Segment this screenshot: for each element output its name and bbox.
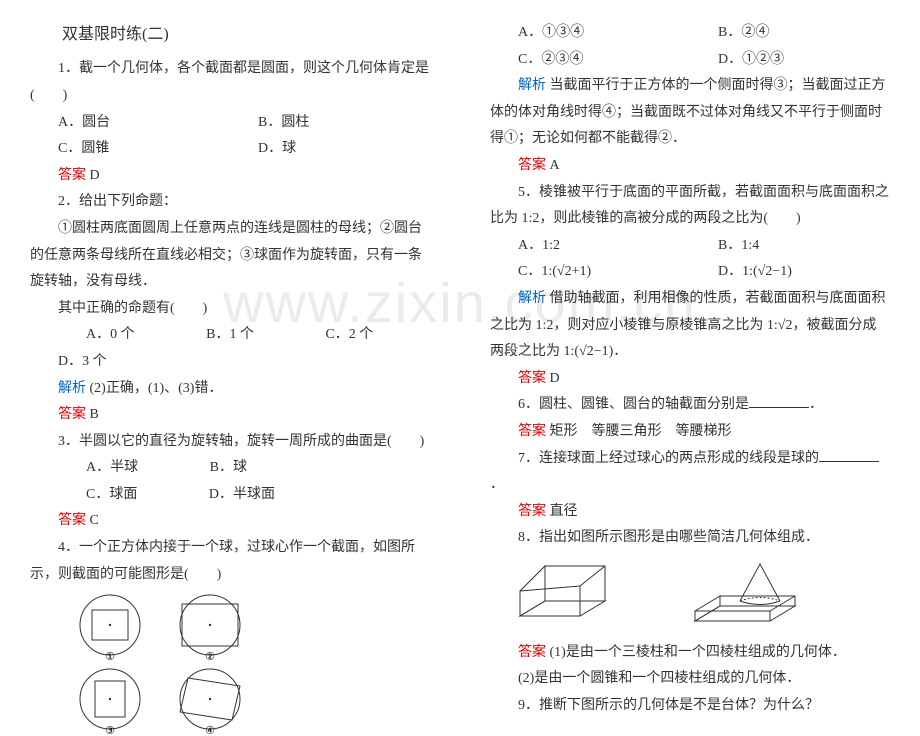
q2-prompt: 其中正确的命题有( ) (30, 296, 430, 323)
left-column: 双基限时练(二) 1．截一个几何体，各个截面都是圆面，则这个几何体肯定是( ) … (0, 0, 460, 651)
answer-label: 答案 (518, 158, 546, 173)
q7-answer-value: 直径 (550, 504, 578, 519)
q7-stem: 7．连接球面上经过球心的两点形成的线段是球的 (518, 451, 819, 466)
q3-opt-c: C．球面 (58, 482, 137, 509)
page: www.zixin.com.cn 双基限时练(二) 1．截一个几何体，各个截面都… (0, 0, 920, 651)
analysis-label: 解析 (518, 78, 546, 93)
answer-label: 答案 (58, 513, 86, 528)
q3-opt-b: B．球 (182, 455, 247, 482)
q5-opt-b: B．1:4 (690, 233, 890, 260)
q2-answer: 答案 B (30, 402, 430, 429)
answer-label: 答案 (518, 424, 546, 439)
answer-label: 答案 (518, 645, 546, 660)
q6-stem: 6．圆柱、圆锥、圆台的轴截面分别是 (518, 397, 749, 412)
q3-answer-value: C (90, 513, 99, 528)
q4-analysis-text: 当截面平行于正方体的一个侧面时得③；当截面过正方体的体对角线时得④；当截面既不过… (490, 78, 886, 146)
q5-text: 5．棱锥被平行于底面的平面所截，若截面面积与底面面积之比为 1:2，则此棱锥的高… (490, 180, 890, 233)
q1-options-2: C．圆锥 D．球 (30, 136, 430, 163)
q4-opt-c: C．②③④ (490, 47, 690, 74)
q5-options-1: A．1:2 B．1:4 (490, 233, 890, 260)
q2-answer-value: B (90, 407, 99, 422)
q5-options-2: C．1:(√2+1) D．1:(√2−1) (490, 259, 890, 286)
answer-label: 答案 (518, 371, 546, 386)
svg-text:②: ② (205, 651, 215, 662)
q1-answer-value: D (90, 168, 100, 183)
answer-label: 答案 (518, 504, 546, 519)
analysis-label: 解析 (518, 291, 546, 306)
q3-opt-a: A．半球 (58, 455, 138, 482)
q2-opt-a: A．0 个 (58, 322, 135, 349)
q2-opt-c: C．2 个 (297, 322, 373, 349)
q8-answer-2: (2)是由一个圆锥和一个四棱柱组成的几何体． (490, 666, 890, 693)
q8-fig-2 (680, 556, 810, 636)
q2-text: 2．给出下列命题： (30, 189, 430, 216)
answer-label: 答案 (58, 407, 86, 422)
q2-options: A．0 个 B．1 个 C．2 个 D．3 个 (30, 322, 430, 375)
q8-answer-1-text: (1)是由一个三棱柱和一个四棱柱组成的几何体． (550, 645, 846, 660)
q3-opt-d: D．半球面 (181, 482, 275, 509)
q5-analysis-text: 借助轴截面，利用相像的性质，若截面面积与底面面积之比为 1:2，则对应小棱锥与原… (490, 291, 886, 359)
q8-text: 8．指出如图所示图形是由哪些简洁几何体组成． (490, 525, 890, 552)
q4-answer: 答案 A (490, 153, 890, 180)
q1-answer: 答案 D (30, 163, 430, 190)
q2-sub: ①圆柱两底面圆周上任意两点的连线是圆柱的母线；②圆台的任意两条母线所在直线必相交… (30, 216, 430, 296)
q9-text: 9．推断下图所示的几何体是不是台体？为什么？ (490, 693, 890, 720)
q2-opt-b: B．1 个 (178, 322, 254, 349)
worksheet-title: 双基限时练(二) (30, 20, 430, 50)
q6-answer: 答案 矩形 等腰三角形 等腰梯形 (490, 419, 890, 446)
q1-text: 1．截一个几何体，各个截面都是圆面，则这个几何体肯定是( ) (30, 56, 430, 109)
q2-opt-d: D．3 个 (30, 349, 107, 376)
q4-fig-3: ③ (70, 666, 150, 736)
right-column: A．①③④ B．②④ C．②③④ D．①②③ 解析 当截面平行于正方体的一个侧面… (460, 0, 920, 651)
q4-opt-a: A．①③④ (490, 20, 690, 47)
q7-answer: 答案 直径 (490, 499, 890, 526)
q4-text: 4．一个正方体内接于一个球，过球心作一个截面，如图所示，则截面的可能图形是( ) (30, 535, 430, 588)
q8-fig-1 (510, 556, 640, 636)
q2-analysis-text: (2)正确，(1)、(3)错． (90, 381, 223, 396)
q5-answer-value: D (550, 371, 560, 386)
analysis-label: 解析 (58, 381, 86, 396)
q8-figs (510, 556, 890, 636)
svg-text:①: ① (105, 651, 115, 662)
q5-answer: 答案 D (490, 366, 890, 393)
q5-opt-c: C．1:(√2+1) (490, 259, 690, 286)
answer-label: 答案 (58, 168, 86, 183)
q1-options: A．圆台 B．圆柱 (30, 110, 430, 137)
q4-answer-value: A (550, 158, 560, 173)
q5-analysis: 解析 借助轴截面，利用相像的性质，若截面面积与底面面积之比为 1:2，则对应小棱… (490, 286, 890, 366)
svg-text:④: ④ (205, 725, 215, 736)
q4-analysis: 解析 当截面平行于正方体的一个侧面时得③；当截面过正方体的体对角线时得④；当截面… (490, 73, 890, 153)
blank (819, 447, 879, 462)
q4-opt-d: D．①②③ (690, 47, 890, 74)
q3-options-1: A．半球 B．球 (30, 455, 430, 482)
q4-fig-row1: ① ② (70, 592, 430, 662)
q5-opt-d: D．1:(√2−1) (690, 259, 890, 286)
q6-answer-value: 矩形 等腰三角形 等腰梯形 (550, 424, 732, 439)
q4-options-2: C．②③④ D．①②③ (490, 47, 890, 74)
q4-fig-4: ④ (170, 666, 250, 736)
q8-answer-1: 答案 (1)是由一个三棱柱和一个四棱柱组成的几何体． (490, 640, 890, 667)
blank (749, 393, 809, 408)
q1-opt-b: B．圆柱 (230, 110, 430, 137)
q3-answer: 答案 C (30, 508, 430, 535)
q1-opt-c: C．圆锥 (30, 136, 230, 163)
q4-opt-b: B．②④ (690, 20, 890, 47)
q4-fig-1: ① (70, 592, 150, 662)
q1-opt-d: D．球 (230, 136, 430, 163)
q2-analysis: 解析 (2)正确，(1)、(3)错． (30, 376, 430, 403)
q1-opt-a: A．圆台 (30, 110, 230, 137)
q4-fig-row2: ③ ④ (70, 666, 430, 736)
q5-opt-a: A．1:2 (490, 233, 690, 260)
svg-text:③: ③ (105, 725, 115, 736)
q3-options-2: C．球面 D．半球面 (30, 482, 430, 509)
q3-text: 3．半圆以它的直径为旋转轴，旋转一周所成的曲面是( ) (30, 429, 430, 456)
q4-fig-2: ② (170, 592, 250, 662)
q6-text: 6．圆柱、圆锥、圆台的轴截面分别是． (490, 392, 890, 419)
q4-options-1: A．①③④ B．②④ (490, 20, 890, 47)
q7-text: 7．连接球面上经过球心的两点形成的线段是球的． (490, 446, 890, 499)
